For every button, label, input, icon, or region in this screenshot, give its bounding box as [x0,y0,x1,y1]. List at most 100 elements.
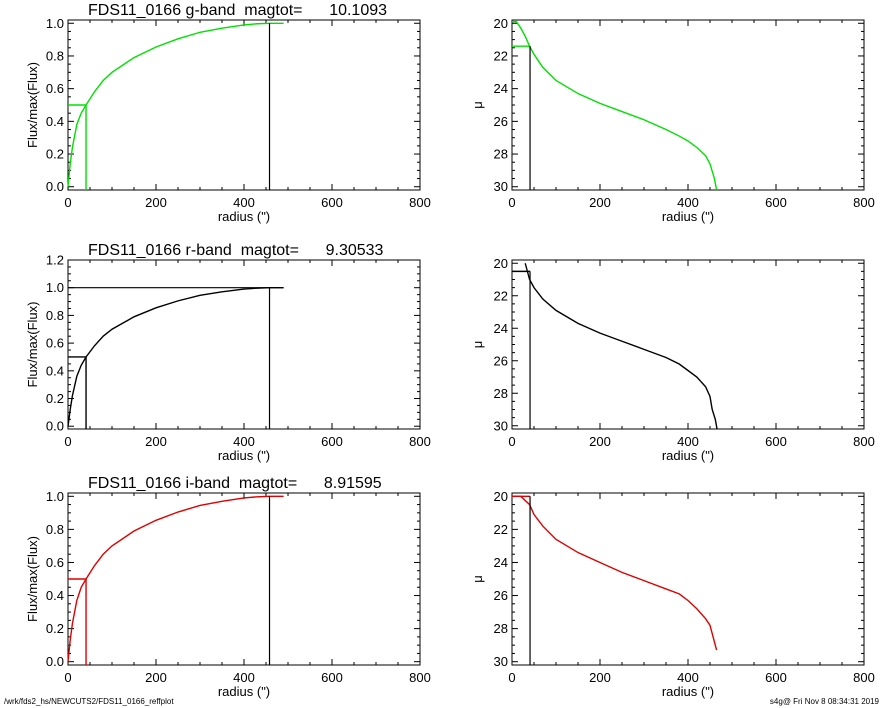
footer-file-path: /wrk/fds2_hs/NEWCUTS2/FDS11_0166_reffplo… [4,697,174,706]
y-tick-label: 22 [494,48,508,63]
y-tick-label: 0.2 [46,391,64,406]
series-line-i [512,495,718,651]
panel-r-surface-brightness: 0 200 400 600 800 20 22 24 26 28 30 radius (") μ [470,256,875,463]
y-tick-label: 26 [494,588,508,603]
x-tick-label: 600 [321,434,343,449]
y-tick-label: 1.0 [46,16,64,31]
x-tick-label: 200 [145,434,167,449]
y-tick-label: 20 [494,256,508,271]
x-tick-label: 800 [409,195,431,210]
y-axis-label: Flux/max(Flux) [25,62,40,148]
chart-title: FDS11_0166 r-band magtot= 9.30533 [88,242,384,259]
x-tick-label: 400 [233,670,255,685]
y-axis-label: Flux/max(Flux) [25,302,40,388]
x-tick-label: 0 [508,195,515,210]
y-axis-label: μ [470,575,485,583]
y-tick-label: 20 [494,489,508,504]
x-tick-label: 600 [321,670,343,685]
x-tick-label: 600 [765,670,787,685]
y-tick-label: 0.8 [46,522,64,537]
panel-r-growth-curve: 0 200 400 600 800 0.0 0.2 0.4 0.6 0.8 1.0 1.2 radius… [25,242,431,463]
x-tick-label: 400 [677,434,699,449]
x-tick-label: 800 [853,434,875,449]
x-tick-label: 800 [853,670,875,685]
x-tick-label: 800 [409,670,431,685]
y-tick-label: 0.6 [46,81,64,96]
axes-frame [67,492,421,666]
x-tick-label: 200 [589,670,611,685]
x-axis-label: radius (") [218,684,270,699]
x-axis-label: radius (") [662,684,714,699]
y-tick-label: 28 [494,621,508,636]
x-tick-label: 400 [233,195,255,210]
chart-title: FDS11_0166 g-band magtot= 10.1093 [88,2,387,19]
y-tick-label: 1.0 [46,280,64,295]
x-tick-label: 0 [64,434,71,449]
y-tick-label: 22 [494,522,508,537]
y-tick-label: 0.2 [46,147,64,162]
x-tick-label: 800 [409,434,431,449]
series-line-g [67,22,284,187]
x-tick-label: 0 [508,670,515,685]
y-tick-label: 0.0 [46,179,64,194]
axes-frame [511,492,865,666]
y-tick-label: 0.4 [46,114,64,129]
y-tick-label: 24 [494,321,508,336]
x-tick-label: 400 [233,434,255,449]
y-tick-label: 0.8 [46,48,64,63]
y-tick-label: 20 [494,16,508,31]
y-tick-label: 0.4 [46,588,64,603]
x-axis-label: radius (") [218,209,270,224]
panel-g-surface-brightness: 0 200 400 600 800 20 22 24 26 28 30 radius (") μ [470,16,875,224]
axes-frame [67,19,421,191]
x-tick-label: 0 [508,434,515,449]
y-tick-label: 0.6 [46,336,64,351]
y-tick-label: 0.6 [46,555,64,570]
x-axis-label: radius (") [218,448,270,463]
y-tick-label: 30 [494,179,508,194]
x-tick-label: 600 [321,195,343,210]
series-line-i [67,495,284,662]
x-tick-label: 200 [145,670,167,685]
y-tick-label: 0.8 [46,308,64,323]
panel-i-surface-brightness: 0 200 400 600 800 20 22 24 26 28 30 radius (") μ [470,489,875,699]
y-axis-label: μ [470,341,485,349]
y-axis-label: μ [470,101,485,109]
axes-frame [67,259,421,430]
x-tick-label: 0 [64,195,71,210]
x-axis-label: radius (") [662,448,714,463]
y-tick-label: 30 [494,418,508,433]
x-tick-label: 200 [589,434,611,449]
y-tick-label: 24 [494,555,508,570]
y-tick-label: 28 [494,147,508,162]
chart-title: FDS11_0166 i-band magtot= 8.91595 [88,475,382,492]
y-tick-label: 1.2 [46,253,64,268]
footer-timestamp: s4g@ Fri Nov 8 08:34:31 2019 [769,697,879,706]
series-line-r [524,263,718,430]
y-axis-label: Flux/max(Flux) [25,536,40,622]
x-axis-label: radius (") [662,209,714,224]
y-tick-label: 30 [494,654,508,669]
y-tick-label: 0.4 [46,363,64,378]
y-tick-label: 0.2 [46,621,64,636]
y-tick-label: 0.0 [46,419,64,434]
y-tick-label: 28 [494,386,508,401]
x-tick-label: 600 [765,195,787,210]
y-tick-label: 26 [494,114,508,129]
x-tick-label: 800 [853,195,875,210]
y-tick-label: 1.0 [46,489,64,504]
x-tick-label: 200 [589,195,611,210]
x-tick-label: 400 [677,670,699,685]
y-tick-label: 0.0 [46,654,64,669]
x-tick-label: 200 [145,195,167,210]
x-tick-label: 0 [64,670,71,685]
panel-i-growth-curve: 0 200 400 600 800 0.0 0.2 0.4 0.6 0.8 1.0 radius ("… [25,475,431,699]
axes-frame [511,19,865,191]
series-line-g [512,20,718,191]
y-tick-label: 26 [494,353,508,368]
x-tick-label: 400 [677,195,699,210]
y-tick-label: 24 [494,81,508,96]
axes-frame [511,259,865,430]
series-line-r [67,287,284,427]
